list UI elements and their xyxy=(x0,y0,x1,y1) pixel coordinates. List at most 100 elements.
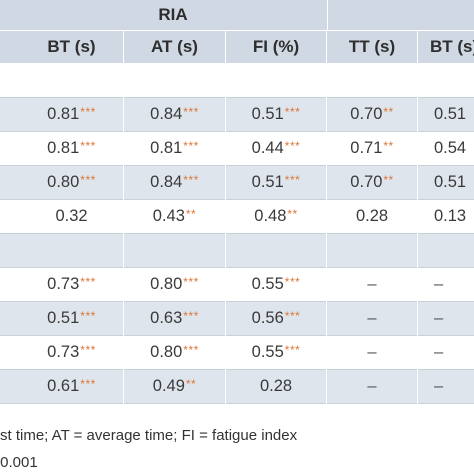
table-cell: 0.51 xyxy=(418,166,474,199)
column-header: BT (s) xyxy=(430,37,474,56)
footnote-abbreviations: st time; AT = average time; FI = fatigue… xyxy=(0,427,298,444)
significance-marker: *** xyxy=(284,172,301,187)
significance-marker: ** xyxy=(185,376,197,391)
table-cell: 0.44 *** xyxy=(226,132,326,165)
cell-value: 0.56 xyxy=(251,309,284,327)
table-cell xyxy=(418,64,474,97)
table-cell: 0.32 xyxy=(20,200,123,233)
significance-marker: *** xyxy=(183,104,199,119)
significance-marker: *** xyxy=(284,274,301,289)
table-cell: 0.48 ** xyxy=(226,200,326,233)
significance-marker: ** xyxy=(287,206,298,221)
significance-marker: ** xyxy=(185,206,197,221)
table-cell: – xyxy=(327,370,417,403)
header-separator xyxy=(0,30,474,31)
table-cell: – xyxy=(418,370,474,403)
table-cell: 0.84 *** xyxy=(124,98,225,131)
row-separator xyxy=(0,335,474,336)
significance-marker: ** xyxy=(383,138,394,153)
column-divider xyxy=(417,31,418,404)
empty-dash: – xyxy=(434,275,444,293)
significance-marker: *** xyxy=(284,138,301,153)
row-separator xyxy=(0,165,474,166)
table-row: 0.73 *** 0.80 *** 0.55 *** – – xyxy=(0,336,474,369)
table-row xyxy=(0,234,474,267)
significance-marker: *** xyxy=(80,104,96,119)
table-cell: – xyxy=(418,302,474,335)
table-cell: 0.51 *** xyxy=(20,302,123,335)
table-row: 0.32 0.43 ** 0.48 ** 0.28 0.13 xyxy=(0,200,474,233)
significance-marker: *** xyxy=(284,308,301,323)
cell-value: 0.51 xyxy=(47,309,80,327)
table-cell: 0.51 *** xyxy=(226,166,326,199)
cell-value: 0.71 xyxy=(350,139,383,157)
table-cell xyxy=(327,234,417,267)
table-cell xyxy=(327,64,417,97)
row-separator xyxy=(0,97,474,98)
significance-marker: *** xyxy=(284,342,301,357)
row-separator xyxy=(0,199,474,200)
row-separator xyxy=(0,267,474,268)
empty-dash: – xyxy=(367,377,377,395)
cell-value: 0.81 xyxy=(150,139,183,157)
cell-value: 0.51 xyxy=(251,173,284,191)
cell-value: 0.73 xyxy=(47,275,80,293)
column-divider xyxy=(123,31,124,404)
table-row: 0.61 *** 0.49 ** 0.28– – xyxy=(0,370,474,403)
table-cell: 0.80 *** xyxy=(124,268,225,301)
significance-marker: *** xyxy=(284,104,301,119)
table-cell: 0.81 *** xyxy=(20,132,123,165)
cell-value: 0.81 xyxy=(47,105,80,123)
cell-value: 0.84 xyxy=(150,173,183,191)
empty-dash: – xyxy=(434,309,444,327)
cell-value: 0.81 xyxy=(47,139,80,157)
table-row: 0.81 *** 0.81 *** 0.44 *** 0.71 ** 0.54 xyxy=(0,132,474,165)
significance-marker: ** xyxy=(383,104,394,119)
column-divider xyxy=(326,31,327,404)
table-row: 0.51 *** 0.63 *** 0.56 *** – – xyxy=(0,302,474,335)
column-header: FI (%) xyxy=(252,37,300,56)
table-cell: 0.80 *** xyxy=(20,166,123,199)
table-cell: 0.73 *** xyxy=(20,336,123,369)
table-cell: 0.70 ** xyxy=(327,166,417,199)
empty-dash: – xyxy=(434,343,444,361)
cell-value: 0.55 xyxy=(251,343,284,361)
table-cell: – xyxy=(418,268,474,301)
table-cell: 0.49 ** xyxy=(124,370,225,403)
table-cell: 0.51 *** xyxy=(226,98,326,131)
cell-value: 0.43 xyxy=(152,207,185,225)
cell-value: 0.49 xyxy=(152,377,185,395)
cell-value: 0.70 xyxy=(350,173,383,191)
table-row: 0.80 *** 0.84 *** 0.51 *** 0.70 ** 0.51 xyxy=(0,166,474,199)
table-cell xyxy=(226,234,326,267)
cell-value: 0.80 xyxy=(150,275,183,293)
significance-marker: *** xyxy=(80,376,96,391)
table-cell: 0.55 *** xyxy=(226,268,326,301)
table-cell: 0.55 *** xyxy=(226,336,326,369)
cell-value: 0.48 xyxy=(254,207,287,225)
group-header-band: RIA xyxy=(0,0,474,30)
column-header: BT (s) xyxy=(47,37,96,56)
table-cell: 0.63 *** xyxy=(124,302,225,335)
cell-value: 0.73 xyxy=(47,343,80,361)
column-header: TT (s) xyxy=(348,37,396,56)
cell-value: 0.84 xyxy=(150,105,183,123)
significance-marker: ** xyxy=(383,172,394,187)
cell-value: 0.70 xyxy=(350,105,383,123)
table-cell: 0.70 ** xyxy=(327,98,417,131)
cell-value: 0.51 xyxy=(434,173,467,191)
group-header-ria: RIA xyxy=(158,5,188,24)
table-cell: 0.61 *** xyxy=(20,370,123,403)
significance-marker: *** xyxy=(80,308,96,323)
table-cell: 0.51 xyxy=(418,98,474,131)
table-cell xyxy=(124,64,225,97)
significance-marker: *** xyxy=(183,172,199,187)
empty-dash: – xyxy=(367,309,377,327)
significance-marker: *** xyxy=(183,274,199,289)
table-row xyxy=(0,64,474,97)
cell-value: 0.13 xyxy=(434,207,467,225)
table-cell: 0.81 *** xyxy=(124,132,225,165)
significance-marker: *** xyxy=(80,172,96,187)
column-header-band: BT (s) AT (s) FI (%) TT (s) BT (s) xyxy=(0,31,474,63)
cell-value: 0.80 xyxy=(47,173,80,191)
